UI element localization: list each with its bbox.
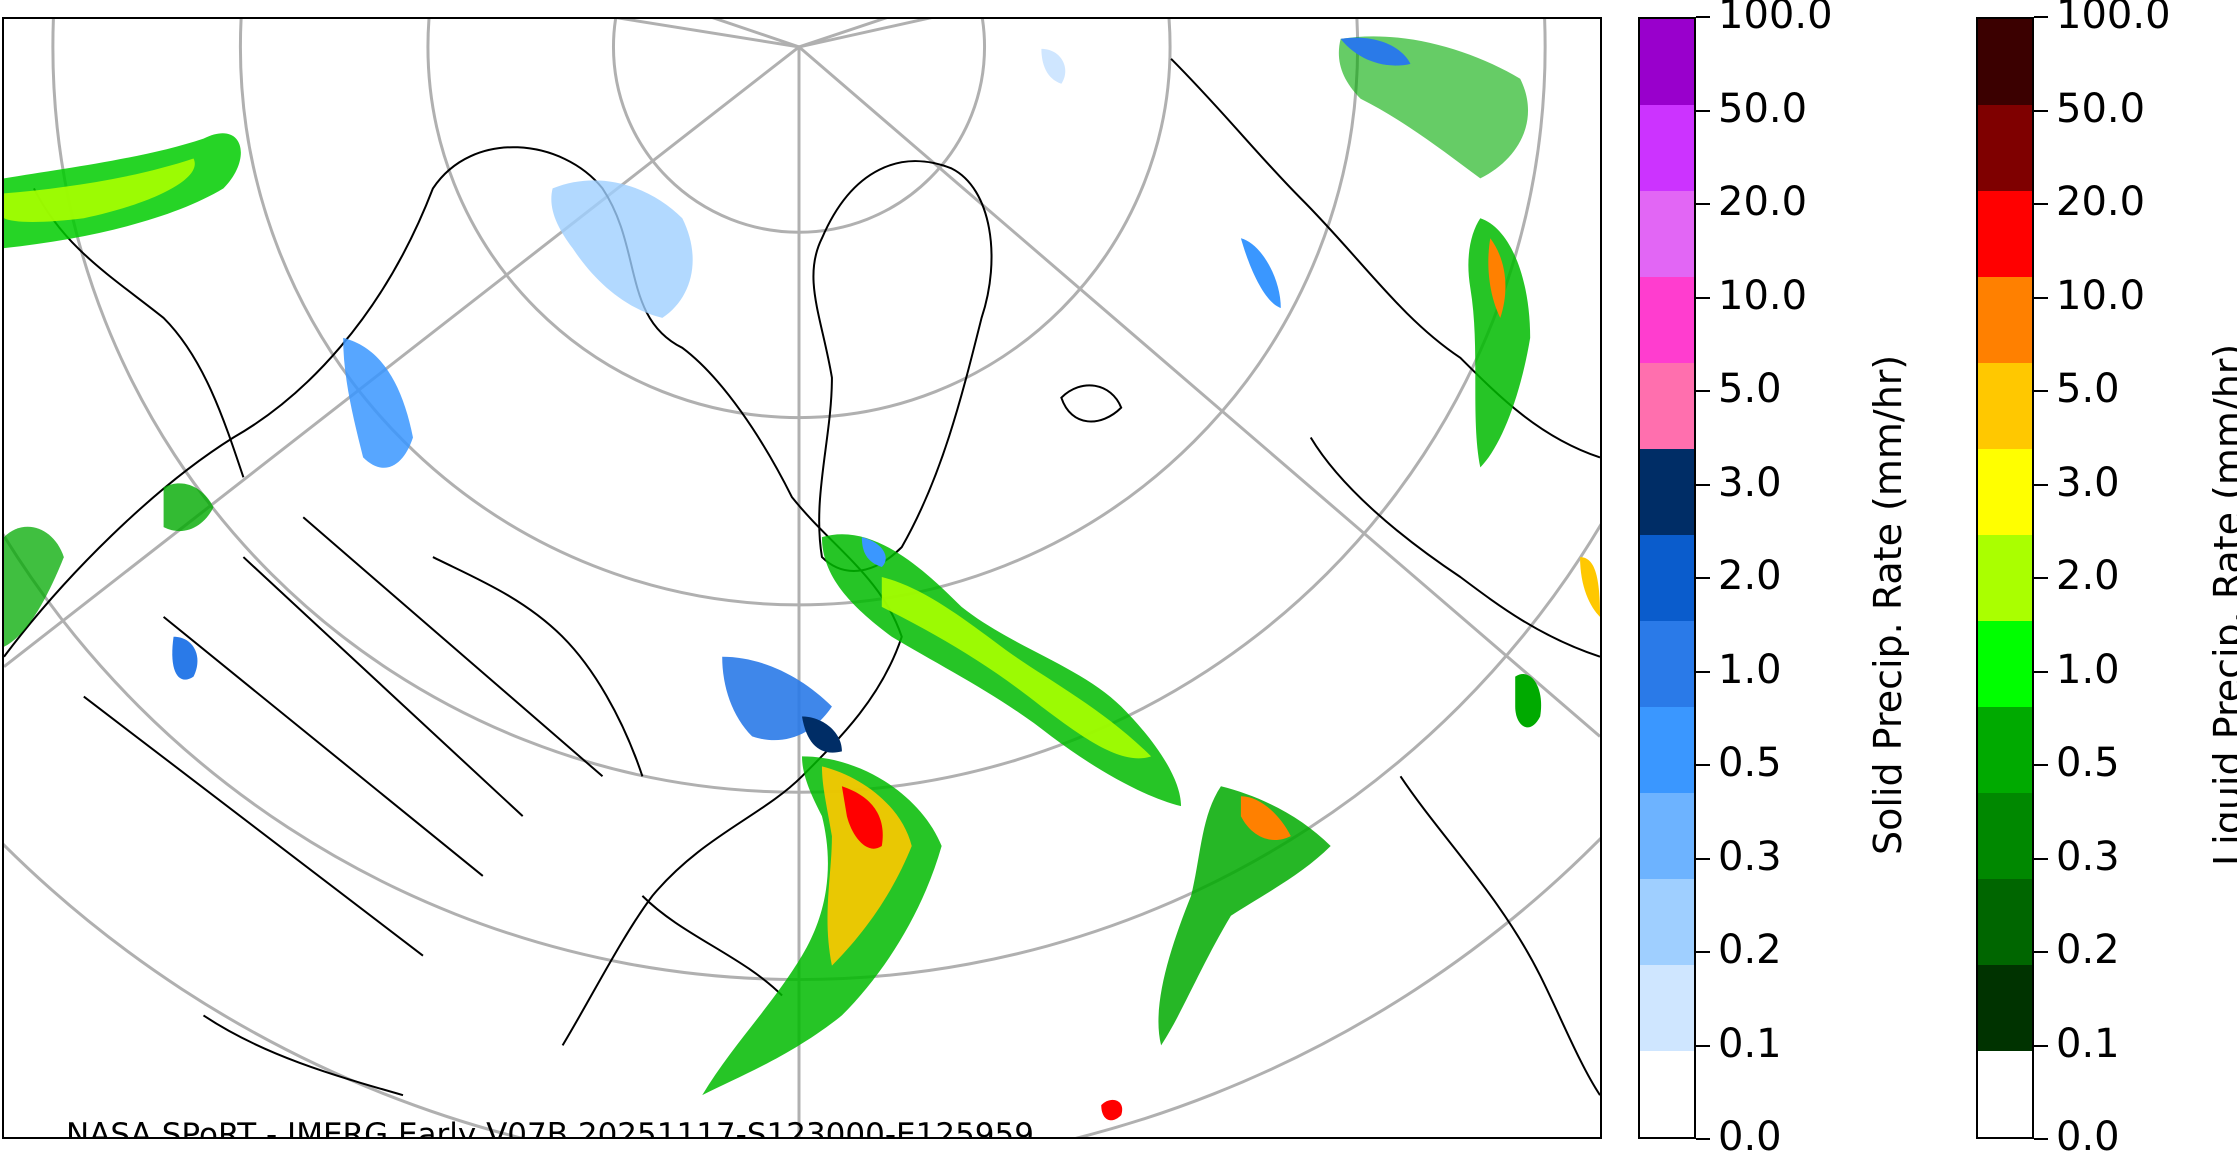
solid-tick-label: 5.0 [1718, 366, 1782, 412]
liquid-swatch-0 [1978, 1051, 2032, 1137]
solid-tick-label: 20.0 [1718, 179, 1808, 225]
solid-swatch-5 [1640, 621, 1694, 707]
liquid-swatch-9 [1978, 277, 2032, 363]
liquid-tick-mark [2034, 951, 2048, 953]
liquid-swatch-8 [1978, 363, 2032, 449]
liquid-tick-mark [2034, 577, 2048, 579]
liquid-tick-label: 2.0 [2056, 553, 2120, 599]
solid-tick-mark [1696, 296, 1710, 299]
solid-tick-mark [1696, 577, 1710, 579]
liquid-tick-mark [2034, 483, 2048, 486]
solid-tick-mark [1696, 483, 1710, 486]
solid-tick-mark [1696, 857, 1710, 860]
solid-tick-label: 0.0 [1718, 1114, 1782, 1160]
liquid-swatch-4 [1978, 707, 2032, 793]
liquid-swatch-12 [1978, 19, 2032, 105]
solid-tick-mark [1696, 764, 1710, 766]
data-source-label: NASA SPoRT - IMERG Early V07B 20251117-S… [66, 1117, 1034, 1139]
liquid-swatch-3 [1978, 793, 2032, 879]
solid-tick-label: 0.3 [1718, 833, 1782, 880]
solid-tick-label: 0.5 [1718, 740, 1782, 786]
liquid-tick-label: 0.3 [2056, 833, 2120, 880]
solid-tick-label: 0.2 [1718, 927, 1782, 973]
liquid-tick-mark [2034, 670, 2048, 673]
solid-swatch-2 [1640, 879, 1694, 965]
coastlines [4, 58, 1600, 1097]
solid-swatch-8 [1640, 363, 1694, 449]
precip-map: NASA SPoRT - IMERG Early V07B 20251117-S… [2, 17, 1602, 1139]
liquid-swatch-11 [1978, 105, 2032, 191]
solid-tick-label: 50.0 [1718, 85, 1808, 132]
liquid-tick-mark [2034, 764, 2048, 766]
liquid-tick-label: 0.1 [2056, 1020, 2120, 1067]
liquid-tick-label: 0.5 [2056, 740, 2120, 786]
liquid-swatch-2 [1978, 879, 2032, 965]
solid-tick-mark [1696, 951, 1710, 953]
solid-tick-mark [1696, 1044, 1710, 1047]
liquid-tick-label: 0.0 [2056, 1114, 2120, 1160]
liquid-tick-mark [2034, 390, 2048, 392]
solid-swatch-9 [1640, 277, 1694, 363]
liquid-precip-colorbar [1976, 17, 2034, 1139]
liquid-tick-label: 10.0 [2056, 272, 2146, 319]
liquid-tick-mark [2034, 296, 2048, 299]
map-canvas [4, 19, 1600, 1137]
solid-tick-label: 0.1 [1718, 1020, 1782, 1067]
solid-tick-label: 100.0 [1718, 0, 1833, 38]
liquid-tick-mark [2034, 1044, 2048, 1047]
liquid-tick-mark [2034, 109, 2048, 112]
solid-swatch-10 [1640, 191, 1694, 277]
solid-swatch-11 [1640, 105, 1694, 191]
liquid-tick-mark [2034, 16, 2048, 18]
liquid-tick-label: 5.0 [2056, 366, 2120, 412]
liquid-tick-label: 0.2 [2056, 927, 2120, 973]
liquid-tick-label: 100.0 [2056, 0, 2171, 38]
solid-swatch-3 [1640, 793, 1694, 879]
solid-tick-mark [1696, 670, 1710, 673]
solid-swatch-6 [1640, 535, 1694, 621]
liquid-tick-label: 1.0 [2056, 646, 2120, 693]
solid-tick-mark [1696, 109, 1710, 112]
solid-swatch-7 [1640, 449, 1694, 535]
liquid-tick-label: 3.0 [2056, 459, 2120, 506]
solid-tick-label: 10.0 [1718, 272, 1808, 319]
solid-swatch-12 [1640, 19, 1694, 105]
solid-tick-mark [1696, 1138, 1710, 1140]
solid-swatch-4 [1640, 707, 1694, 793]
solid-tick-label: 2.0 [1718, 553, 1782, 599]
solid-swatch-1 [1640, 965, 1694, 1051]
liquid-colorbar-title: Liquid Precip. Rate (mm/hr) [2206, 343, 2237, 866]
liquid-swatch-10 [1978, 191, 2032, 277]
solid-precip-colorbar [1638, 17, 1696, 1139]
solid-tick-mark [1696, 203, 1710, 205]
liquid-swatch-7 [1978, 449, 2032, 535]
liquid-swatch-6 [1978, 535, 2032, 621]
solid-tick-mark [1696, 16, 1710, 18]
liquid-tick-mark [2034, 203, 2048, 205]
solid-tick-mark [1696, 390, 1710, 392]
liquid-swatch-1 [1978, 965, 2032, 1051]
solid-tick-label: 1.0 [1718, 646, 1782, 693]
liquid-tick-label: 20.0 [2056, 179, 2146, 225]
liquid-tick-mark [2034, 857, 2048, 860]
solid-colorbar-title: Solid Precip. Rate (mm/hr) [1866, 354, 1910, 855]
liquid-tick-mark [2034, 1138, 2048, 1140]
precip-liquid [4, 36, 1600, 1121]
precip-solid [172, 37, 1411, 753]
solid-swatch-0 [1640, 1051, 1694, 1137]
liquid-swatch-5 [1978, 621, 2032, 707]
solid-tick-label: 3.0 [1718, 459, 1782, 506]
liquid-tick-label: 50.0 [2056, 85, 2146, 132]
